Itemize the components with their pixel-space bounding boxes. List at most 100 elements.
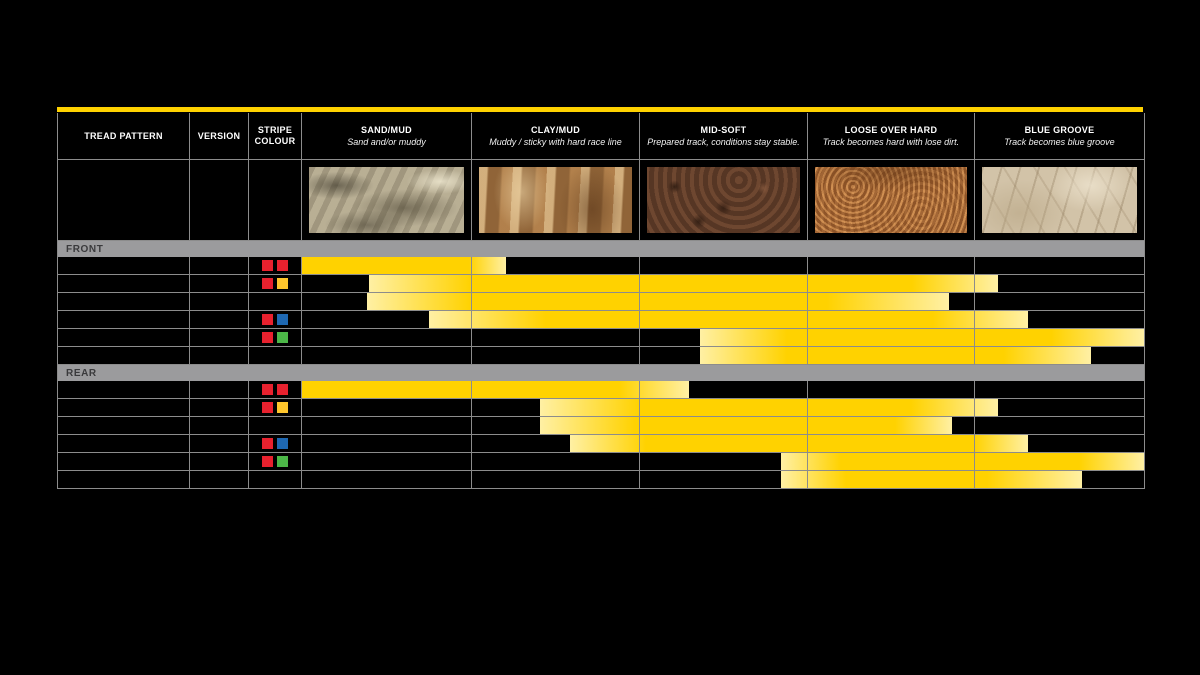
grid-line bbox=[639, 417, 640, 434]
grid-line bbox=[639, 453, 640, 470]
column-title: MID-SOFT bbox=[700, 124, 747, 135]
stripe-colour-chips bbox=[248, 275, 301, 292]
grid-line bbox=[471, 471, 472, 488]
grid-line bbox=[807, 293, 808, 310]
terrain-range-bar bbox=[301, 257, 506, 274]
tyre-row bbox=[58, 417, 1144, 435]
terrain-table: TREAD PATTERN VERSION STRIPE COLOUR SAND/MU… bbox=[57, 113, 1145, 489]
grid-line bbox=[974, 435, 975, 452]
column-header-version: VERSION bbox=[189, 113, 248, 159]
grid-line bbox=[189, 399, 190, 416]
grid-line bbox=[301, 347, 302, 364]
grid-line bbox=[974, 417, 975, 434]
tyre-row bbox=[58, 329, 1144, 347]
terrain-range-bar bbox=[700, 347, 1091, 364]
grid-line bbox=[301, 417, 302, 434]
grid-line bbox=[639, 399, 640, 416]
column-header-loose: LOOSE OVER HARD Track becomes hard with l… bbox=[807, 113, 974, 159]
terrain-photo-row bbox=[58, 160, 1144, 241]
stripe-chip-yellow bbox=[276, 402, 288, 413]
stripe-chip-red bbox=[261, 314, 273, 325]
grid-line bbox=[248, 257, 249, 274]
grid-line bbox=[974, 293, 975, 310]
grid-line bbox=[807, 435, 808, 452]
grid-line bbox=[301, 329, 302, 346]
grid-line bbox=[189, 293, 190, 310]
photo-cell-loose bbox=[807, 160, 974, 240]
column-header-blue: BLUE GROOVE Track becomes blue groove bbox=[974, 113, 1144, 159]
terrain-range-bar bbox=[781, 453, 1144, 470]
column-header-clay: CLAY/MUD Muddy / sticky with hard race li… bbox=[471, 113, 639, 159]
column-subtitle: Track becomes hard with lose dirt. bbox=[822, 136, 960, 147]
grid-line bbox=[301, 257, 302, 274]
column-title: STRIPE COLOUR bbox=[254, 125, 296, 146]
grid-line bbox=[189, 417, 190, 434]
blue-terrain-photo bbox=[982, 167, 1137, 233]
grid-line bbox=[471, 293, 472, 310]
grid-line bbox=[189, 275, 190, 292]
stripe-chip-red bbox=[261, 260, 273, 271]
grid-line bbox=[471, 311, 472, 328]
section-header-front: FRONT bbox=[58, 241, 1144, 257]
terrain-range-bar bbox=[369, 275, 998, 292]
photo-cell-mid bbox=[639, 160, 807, 240]
grid-line bbox=[974, 329, 975, 346]
column-subtitle: Prepared track, conditions stay stable. bbox=[647, 136, 800, 147]
stripe-chip-red bbox=[261, 402, 273, 413]
grid-line bbox=[301, 471, 302, 488]
grid-line bbox=[974, 347, 975, 364]
terrain-range-bar bbox=[700, 329, 1144, 346]
grid-line bbox=[974, 399, 975, 416]
grid-line bbox=[471, 453, 472, 470]
tyre-row bbox=[58, 257, 1144, 275]
grid-line bbox=[974, 453, 975, 470]
stripe-chip-green bbox=[276, 456, 288, 467]
column-header-tread: TREAD PATTERN bbox=[58, 113, 189, 159]
stripe-colour-chips bbox=[248, 381, 301, 398]
tyre-row bbox=[58, 293, 1144, 311]
grid-line bbox=[807, 329, 808, 346]
grid-line bbox=[807, 311, 808, 328]
loose-terrain-photo bbox=[815, 167, 967, 233]
grid-line bbox=[807, 347, 808, 364]
grid-line bbox=[248, 435, 249, 452]
tyre-row bbox=[58, 435, 1144, 453]
grid-line bbox=[189, 453, 190, 470]
grid-line bbox=[639, 293, 640, 310]
stripe-chip-red bbox=[276, 384, 288, 395]
grid-line bbox=[471, 329, 472, 346]
grid-line bbox=[807, 471, 808, 488]
clay-terrain-photo bbox=[479, 167, 632, 233]
grid-line bbox=[248, 471, 249, 488]
section-header-rear: REAR bbox=[58, 365, 1144, 381]
stripe-chip-blue bbox=[276, 314, 288, 325]
column-title: LOOSE OVER HARD bbox=[844, 124, 938, 135]
grid-line bbox=[248, 381, 249, 398]
column-subtitle: Track becomes blue groove bbox=[1004, 136, 1115, 147]
terrain-range-bar bbox=[367, 293, 949, 310]
tyre-row bbox=[58, 399, 1144, 417]
column-title: TREAD PATTERN bbox=[84, 130, 163, 141]
grid-line bbox=[807, 399, 808, 416]
grid-line bbox=[189, 311, 190, 328]
photo-cell-clay bbox=[471, 160, 639, 240]
accent-line bbox=[57, 107, 1143, 112]
stripe-chip-green bbox=[276, 332, 288, 343]
section-label: REAR bbox=[66, 367, 97, 379]
stripe-colour-chips bbox=[248, 329, 301, 346]
stripe-chip-red bbox=[261, 332, 273, 343]
tyre-row bbox=[58, 311, 1144, 329]
stripe-colour-chips bbox=[248, 399, 301, 416]
grid-line bbox=[974, 471, 975, 488]
column-subtitle: Muddy / sticky with hard race line bbox=[489, 136, 622, 147]
grid-line bbox=[189, 329, 190, 346]
column-title: BLUE GROOVE bbox=[1024, 124, 1095, 135]
column-header-mid: MID-SOFT Prepared track, conditions stay … bbox=[639, 113, 807, 159]
grid-line bbox=[248, 329, 249, 346]
grid-line bbox=[807, 453, 808, 470]
grid-line bbox=[639, 435, 640, 452]
grid-line bbox=[639, 275, 640, 292]
stripe-chip-red bbox=[276, 260, 288, 271]
terrain-range-bar bbox=[570, 435, 1028, 452]
grid-line bbox=[639, 347, 640, 364]
